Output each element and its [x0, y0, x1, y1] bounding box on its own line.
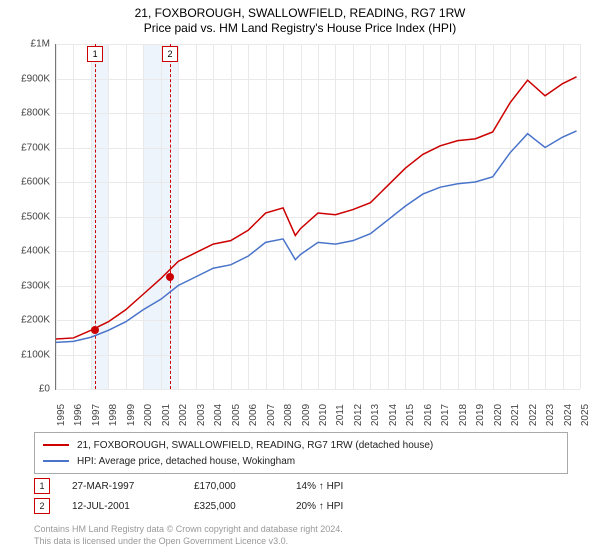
x-tick-label: 2024: [563, 404, 574, 426]
y-tick-label: £900K: [21, 73, 50, 84]
series-svg: [56, 44, 580, 389]
sale-date: 27-MAR-1997: [72, 481, 172, 492]
x-tick-label: 2019: [475, 404, 486, 426]
x-tick-label: 2009: [301, 404, 312, 426]
sale-date: 12-JUL-2001: [72, 501, 172, 512]
sale-delta: 20% ↑ HPI: [296, 501, 343, 512]
x-tick-label: 1997: [91, 404, 102, 426]
y-tick-label: £200K: [21, 315, 50, 326]
y-tick-label: £800K: [21, 108, 50, 119]
x-tick-label: 2003: [196, 404, 207, 426]
y-tick-label: £300K: [21, 280, 50, 291]
x-tick-label: 2002: [178, 404, 189, 426]
sale-dot: [91, 326, 99, 334]
legend-swatch: [43, 460, 69, 462]
sale-marker-chip: 2: [34, 498, 50, 514]
x-tick-label: 2015: [405, 404, 416, 426]
x-tick-label: 2010: [318, 404, 329, 426]
sales-table: 1 27-MAR-1997 £170,000 14% ↑ HPI 2 12-JU…: [34, 476, 343, 516]
x-tick-label: 2001: [161, 404, 172, 426]
sale-price: £170,000: [194, 481, 274, 492]
x-tick-label: 2004: [213, 404, 224, 426]
y-tick-label: £600K: [21, 177, 50, 188]
footnote: Contains HM Land Registry data © Crown c…: [34, 524, 343, 547]
x-tick-label: 2017: [440, 404, 451, 426]
y-tick-label: £700K: [21, 142, 50, 153]
x-tick-label: 2018: [458, 404, 469, 426]
legend: 21, FOXBOROUGH, SWALLOWFIELD, READING, R…: [34, 432, 568, 474]
legend-label: HPI: Average price, detached house, Woki…: [77, 456, 295, 467]
x-tick-label: 2000: [143, 404, 154, 426]
gridline-v: [580, 44, 581, 389]
sale-price: £325,000: [194, 501, 274, 512]
x-tick-label: 2022: [528, 404, 539, 426]
x-tick-label: 2023: [545, 404, 556, 426]
x-tick-label: 1999: [126, 404, 137, 426]
footnote-line: Contains HM Land Registry data © Crown c…: [34, 524, 343, 536]
sale-delta: 14% ↑ HPI: [296, 481, 343, 492]
x-tick-label: 2020: [493, 404, 504, 426]
x-tick-label: 2005: [231, 404, 242, 426]
y-tick-label: £100K: [21, 349, 50, 360]
x-tick-label: 2025: [580, 404, 591, 426]
x-tick-label: 2014: [388, 404, 399, 426]
sale-row: 1 27-MAR-1997 £170,000 14% ↑ HPI: [34, 476, 343, 496]
y-tick-label: £1M: [31, 39, 50, 50]
series-line: [56, 131, 577, 342]
sale-marker-chip: 1: [34, 478, 50, 494]
series-line: [56, 77, 577, 339]
y-tick-label: £400K: [21, 246, 50, 257]
sale-dot: [166, 273, 174, 281]
legend-swatch: [43, 444, 69, 446]
y-tick-label: £0: [39, 384, 50, 395]
legend-item: 21, FOXBOROUGH, SWALLOWFIELD, READING, R…: [43, 437, 559, 453]
x-tick-label: 1996: [73, 404, 84, 426]
chart-title-line2: Price paid vs. HM Land Registry's House …: [0, 21, 600, 36]
x-tick-label: 2012: [353, 404, 364, 426]
x-tick-label: 2013: [370, 404, 381, 426]
x-tick-label: 1995: [56, 404, 67, 426]
sale-row: 2 12-JUL-2001 £325,000 20% ↑ HPI: [34, 496, 343, 516]
x-tick-label: 2007: [266, 404, 277, 426]
x-tick-label: 2008: [283, 404, 294, 426]
gridline-h: [56, 389, 580, 390]
chart-container: 21, FOXBOROUGH, SWALLOWFIELD, READING, R…: [0, 0, 600, 560]
x-tick-label: 2016: [423, 404, 434, 426]
x-tick-label: 2011: [335, 404, 346, 426]
footnote-line: This data is licensed under the Open Gov…: [34, 536, 343, 548]
legend-item: HPI: Average price, detached house, Woki…: [43, 453, 559, 469]
legend-label: 21, FOXBOROUGH, SWALLOWFIELD, READING, R…: [77, 440, 433, 451]
sale-marker-chip: 1: [87, 46, 103, 62]
x-tick-label: 2006: [248, 404, 259, 426]
sale-marker-chip: 2: [162, 46, 178, 62]
x-tick-label: 2021: [510, 404, 521, 426]
chart-title-line1: 21, FOXBOROUGH, SWALLOWFIELD, READING, R…: [0, 6, 600, 21]
y-tick-label: £500K: [21, 211, 50, 222]
x-tick-label: 1998: [108, 404, 119, 426]
plot-area: £0£100K£200K£300K£400K£500K£600K£700K£80…: [55, 44, 580, 390]
